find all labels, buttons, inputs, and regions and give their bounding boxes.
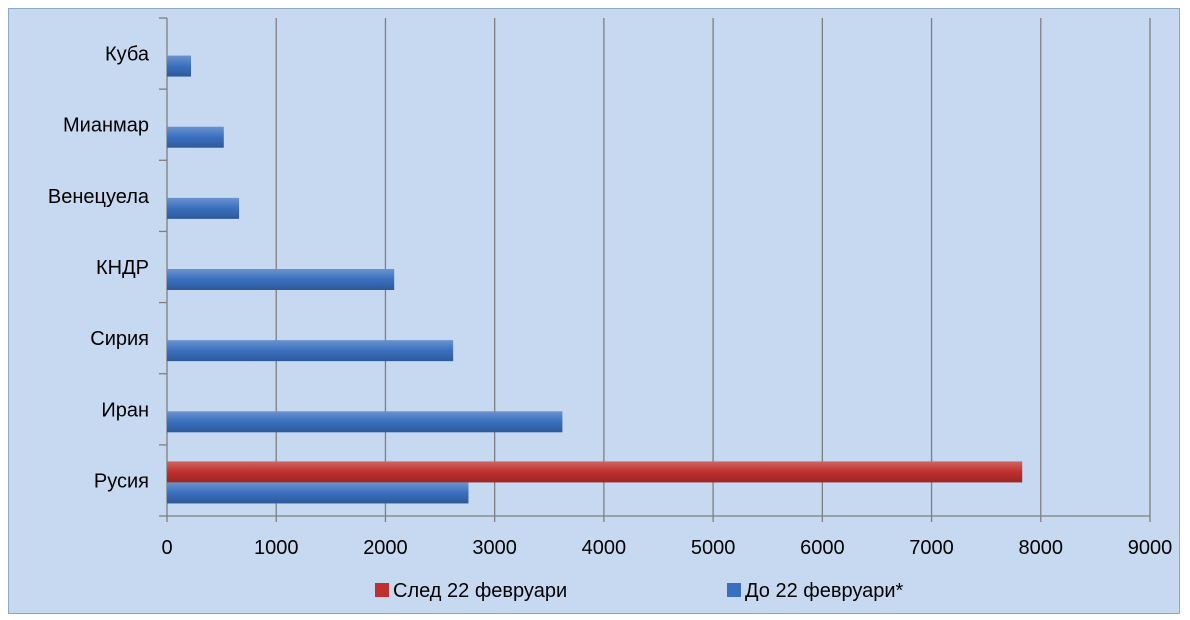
bar-before — [167, 411, 563, 433]
category-label: Куба — [105, 44, 150, 66]
category-label: Сирия — [90, 328, 149, 350]
category-label: КНДР — [96, 257, 149, 279]
legend-swatch — [727, 583, 741, 597]
x-tick-label: 1000 — [254, 537, 299, 559]
bar-before — [167, 197, 240, 219]
bar-before — [167, 340, 454, 362]
x-tick-label: 0 — [161, 537, 172, 559]
x-tick-label: 9000 — [1128, 537, 1173, 559]
category-label: Русия — [94, 470, 149, 492]
category-label: Иран — [101, 399, 149, 421]
x-tick-label: 7000 — [909, 537, 954, 559]
legend-swatch — [375, 583, 389, 597]
x-tick-label: 2000 — [363, 537, 408, 559]
bar-before — [167, 55, 192, 77]
x-tick-label: 8000 — [1019, 537, 1064, 559]
chart-frame — [8, 8, 1180, 614]
bar-before — [167, 482, 469, 504]
x-tick-label: 4000 — [582, 537, 627, 559]
x-tick-label: 6000 — [800, 537, 845, 559]
bar-before — [167, 269, 395, 290]
bar-after — [167, 461, 1023, 483]
x-tick-label: 5000 — [691, 537, 736, 559]
category-label: Мианмар — [63, 115, 149, 137]
x-tick-label: 3000 — [472, 537, 517, 559]
legend-label: До 22 февруари* — [745, 580, 904, 602]
bar-before — [167, 126, 224, 148]
category-label: Венецуела — [48, 186, 150, 208]
legend-label: След 22 февруари — [393, 580, 567, 602]
